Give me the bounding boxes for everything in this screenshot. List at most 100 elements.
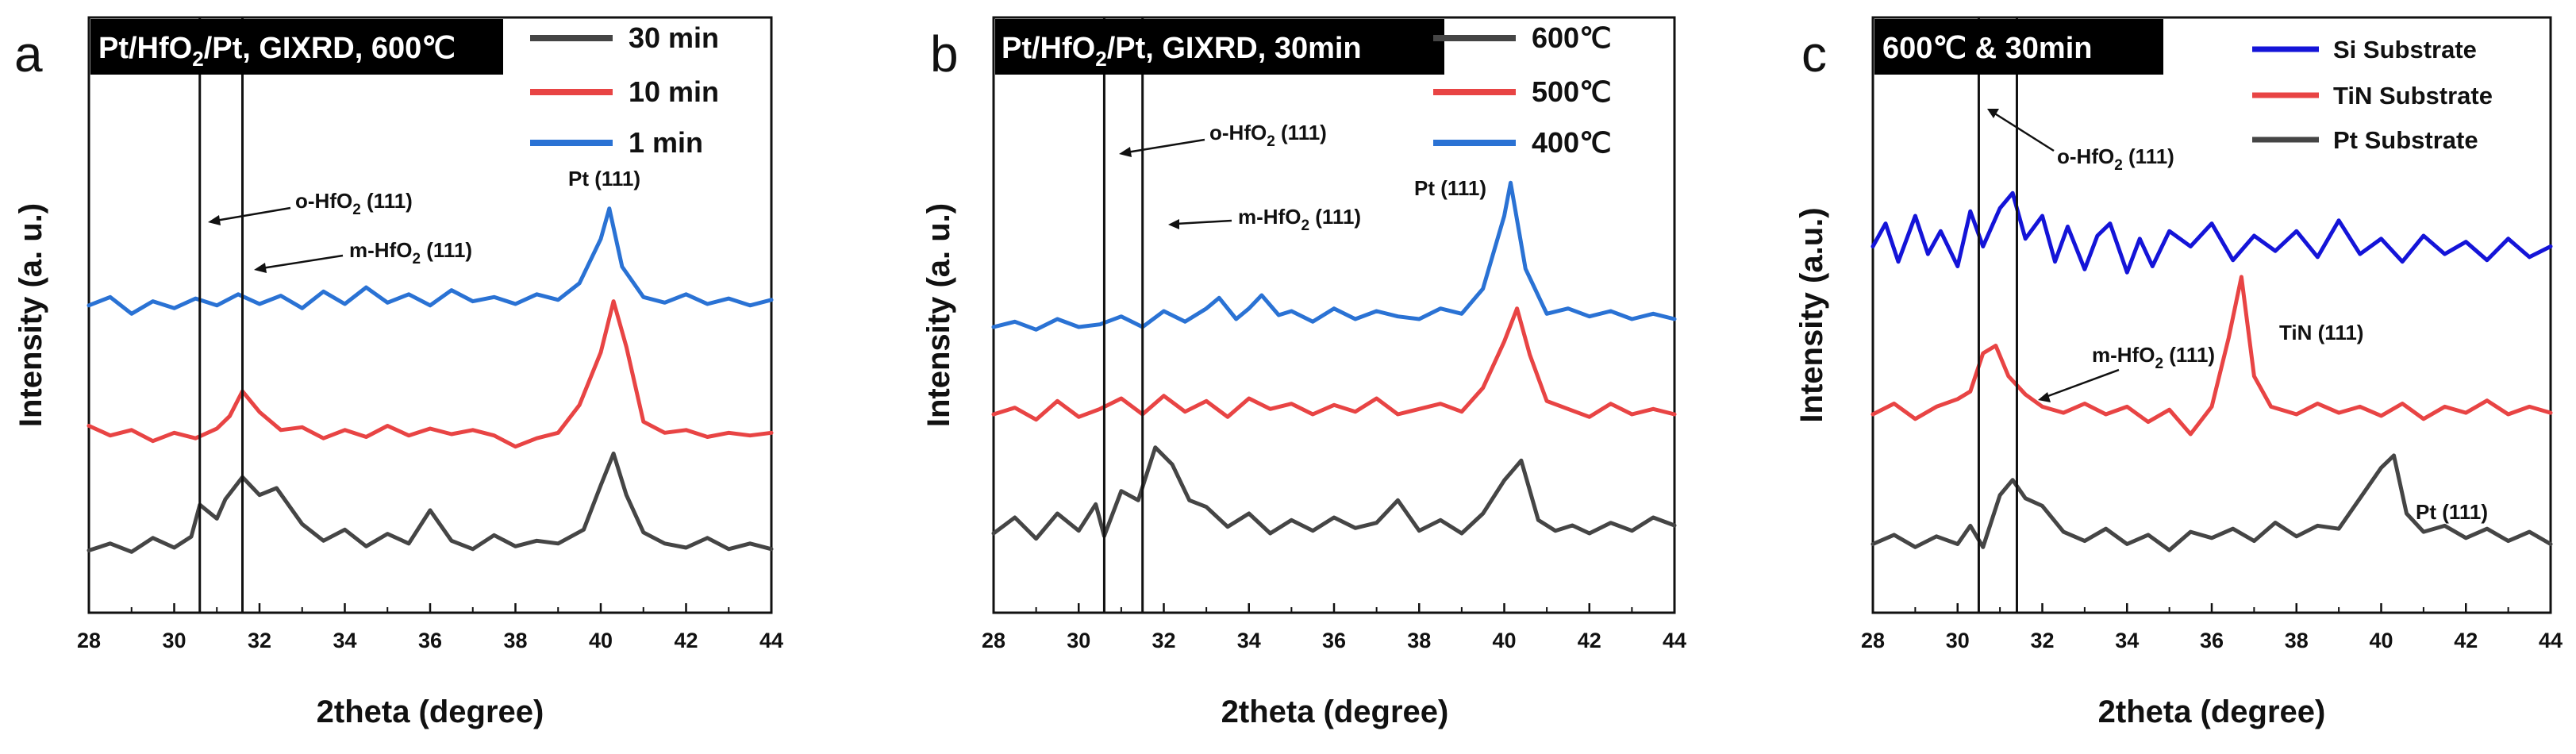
x-tick-label: 38 <box>2285 629 2309 652</box>
series-line-0 <box>991 445 1677 541</box>
annotation-arrow-line <box>1175 219 1232 225</box>
annotation-label: m-HfO2 (111) <box>2092 343 2215 372</box>
x-tick-label: 32 <box>248 629 271 652</box>
x-tick-label: 34 <box>1237 629 1261 652</box>
title-box <box>995 19 1444 75</box>
annotation-label: o-HfO2 (111) <box>1209 121 1327 150</box>
x-tick-label: 34 <box>333 629 356 652</box>
x-tick-label: 28 <box>982 629 1005 652</box>
y-axis-title: Intensity (a. u.) <box>13 203 48 427</box>
annotation-tin-111: TiN (111) <box>2279 321 2363 344</box>
x-tick-label: 42 <box>674 629 698 652</box>
series-line-0 <box>87 451 774 554</box>
arrowhead-icon <box>1119 147 1132 157</box>
arrowhead-icon <box>2038 392 2051 402</box>
x-tick-label: 30 <box>1946 629 1970 652</box>
x-tick-label: 36 <box>418 629 442 652</box>
annotation-pt-111: Pt (111) <box>568 167 640 190</box>
legend-label-si: Si Substrate <box>2333 36 2477 63</box>
x-tick-label: 42 <box>2454 629 2478 652</box>
annotation-arrow-line <box>1993 111 2055 152</box>
legend: 30 min 10 min 1 min <box>530 21 719 159</box>
y-axis-title: Intensity (a. u.) <box>921 203 956 427</box>
annotation-pt-111: Pt (111) <box>1414 176 1486 200</box>
x-tick-label: 36 <box>1322 629 1346 652</box>
annotation-o-hfo2: o-HfO2 (111) <box>1119 121 1327 157</box>
annotation-arrow-line <box>215 206 291 222</box>
x-axis-title: 2theta (degree) <box>2098 694 2326 729</box>
x-tick-label: 30 <box>1067 629 1090 652</box>
x-axis-title: 2theta (degree) <box>317 694 544 729</box>
x-tick-label: 28 <box>1861 629 1885 652</box>
panel-a: a 28 30 32 34 36 38 40 42 44 Pt/HfO2/Pt, GIXRD, … <box>13 16 783 729</box>
annotation-o-hfo2: o-HfO2 (111) <box>208 189 413 225</box>
x-tick-label: 44 <box>759 629 783 652</box>
x-tick-label: 32 <box>1152 629 1175 652</box>
x-tick-label: 36 <box>2200 629 2224 652</box>
legend-label-30min: 30 min <box>629 21 719 54</box>
y-axis-title: Intensity (a.u.) <box>1794 207 1829 422</box>
x-tick-label: 44 <box>1663 629 1686 652</box>
legend-label-10min: 10 min <box>629 75 719 108</box>
legend-label-tin: TiN Substrate <box>2333 82 2493 110</box>
x-tick-label: 40 <box>2369 629 2393 652</box>
panel-letter-c: c <box>1801 25 1827 83</box>
series-line-1 <box>87 299 774 449</box>
legend-label-1min: 1 min <box>629 126 703 159</box>
x-tick-label: 40 <box>589 629 613 652</box>
legend-label-pt: Pt Substrate <box>2333 126 2478 154</box>
x-tick-label: 40 <box>1492 629 1516 652</box>
annotation-label: o-HfO2 (111) <box>295 189 413 218</box>
vline-layer <box>1977 17 2018 613</box>
x-tick-label: 38 <box>1407 629 1431 652</box>
annotation-arrow-line <box>1126 138 1205 154</box>
annotation-label: m-HfO2 (111) <box>1238 205 1361 234</box>
series-line-2 <box>87 206 774 316</box>
series-line-0 <box>1870 190 2553 275</box>
title-box <box>90 19 503 75</box>
legend: Si Substrate TiN Substrate Pt Substrate <box>2252 36 2493 154</box>
series-layer <box>1870 190 2553 552</box>
x-axis-title: 2theta (degree) <box>1221 694 1449 729</box>
x-tick-label: 28 <box>77 629 101 652</box>
x-tick-layer: 28 30 32 34 36 38 40 42 44 <box>1861 603 2563 652</box>
chart-title: Pt/HfO2/Pt, GIXRD, 30min <box>1002 32 1362 71</box>
arrowhead-icon <box>1168 219 1179 229</box>
panel-letter-a: a <box>14 25 43 83</box>
annotation-o-hfo2: o-HfO2 (111) <box>1987 109 2174 174</box>
series-layer <box>87 206 774 554</box>
x-tick-label: 34 <box>2115 629 2139 652</box>
series-layer <box>991 180 1677 541</box>
annotation-m-hfo2: m-HfO2 (111) <box>2038 343 2215 402</box>
title-box <box>1874 19 2163 75</box>
legend-label-500c: 500℃ <box>1532 75 1612 108</box>
annotation-m-hfo2: m-HfO2 (111) <box>254 238 472 273</box>
x-tick-label: 44 <box>2539 629 2563 652</box>
panel-c: c 28 30 32 34 36 38 40 42 44 600℃ & 30min Si Sub… <box>1794 16 2563 729</box>
x-tick-layer: 28 30 32 34 36 38 40 42 44 <box>982 603 1686 652</box>
annotation-pt-111: Pt (111) <box>2416 500 2488 524</box>
arrowhead-icon <box>1987 109 1999 118</box>
annotation-m-hfo2: m-HfO2 (111) <box>1168 205 1361 234</box>
panel-b: b 28 30 32 34 36 38 40 42 44 Pt/HfO2/Pt, GIXRD, … <box>921 16 1686 729</box>
legend-label-400c: 400℃ <box>1532 126 1612 159</box>
series-line-1 <box>991 306 1677 422</box>
vline-layer <box>198 17 244 613</box>
series-line-1 <box>1870 275 2553 437</box>
arrowhead-icon <box>254 263 267 273</box>
x-tick-label: 42 <box>1578 629 1601 652</box>
x-tick-label: 38 <box>503 629 527 652</box>
chart-title: 600℃ & 30min <box>1882 32 2092 65</box>
arrowhead-icon <box>208 215 221 225</box>
x-tick-label: 30 <box>162 629 186 652</box>
series-line-2 <box>991 180 1677 332</box>
x-tick-label: 32 <box>2030 629 2054 652</box>
annotation-arrow-line <box>261 254 344 270</box>
legend: 600℃ 500℃ 400℃ <box>1433 21 1612 159</box>
annotation-label: m-HfO2 (111) <box>349 238 472 267</box>
chart-title: Pt/HfO2/Pt, GIXRD, 600℃ <box>98 32 456 71</box>
annotation-label: o-HfO2 (111) <box>2057 144 2174 174</box>
legend-label-600c: 600℃ <box>1532 21 1612 54</box>
vline-layer <box>1102 17 1144 613</box>
